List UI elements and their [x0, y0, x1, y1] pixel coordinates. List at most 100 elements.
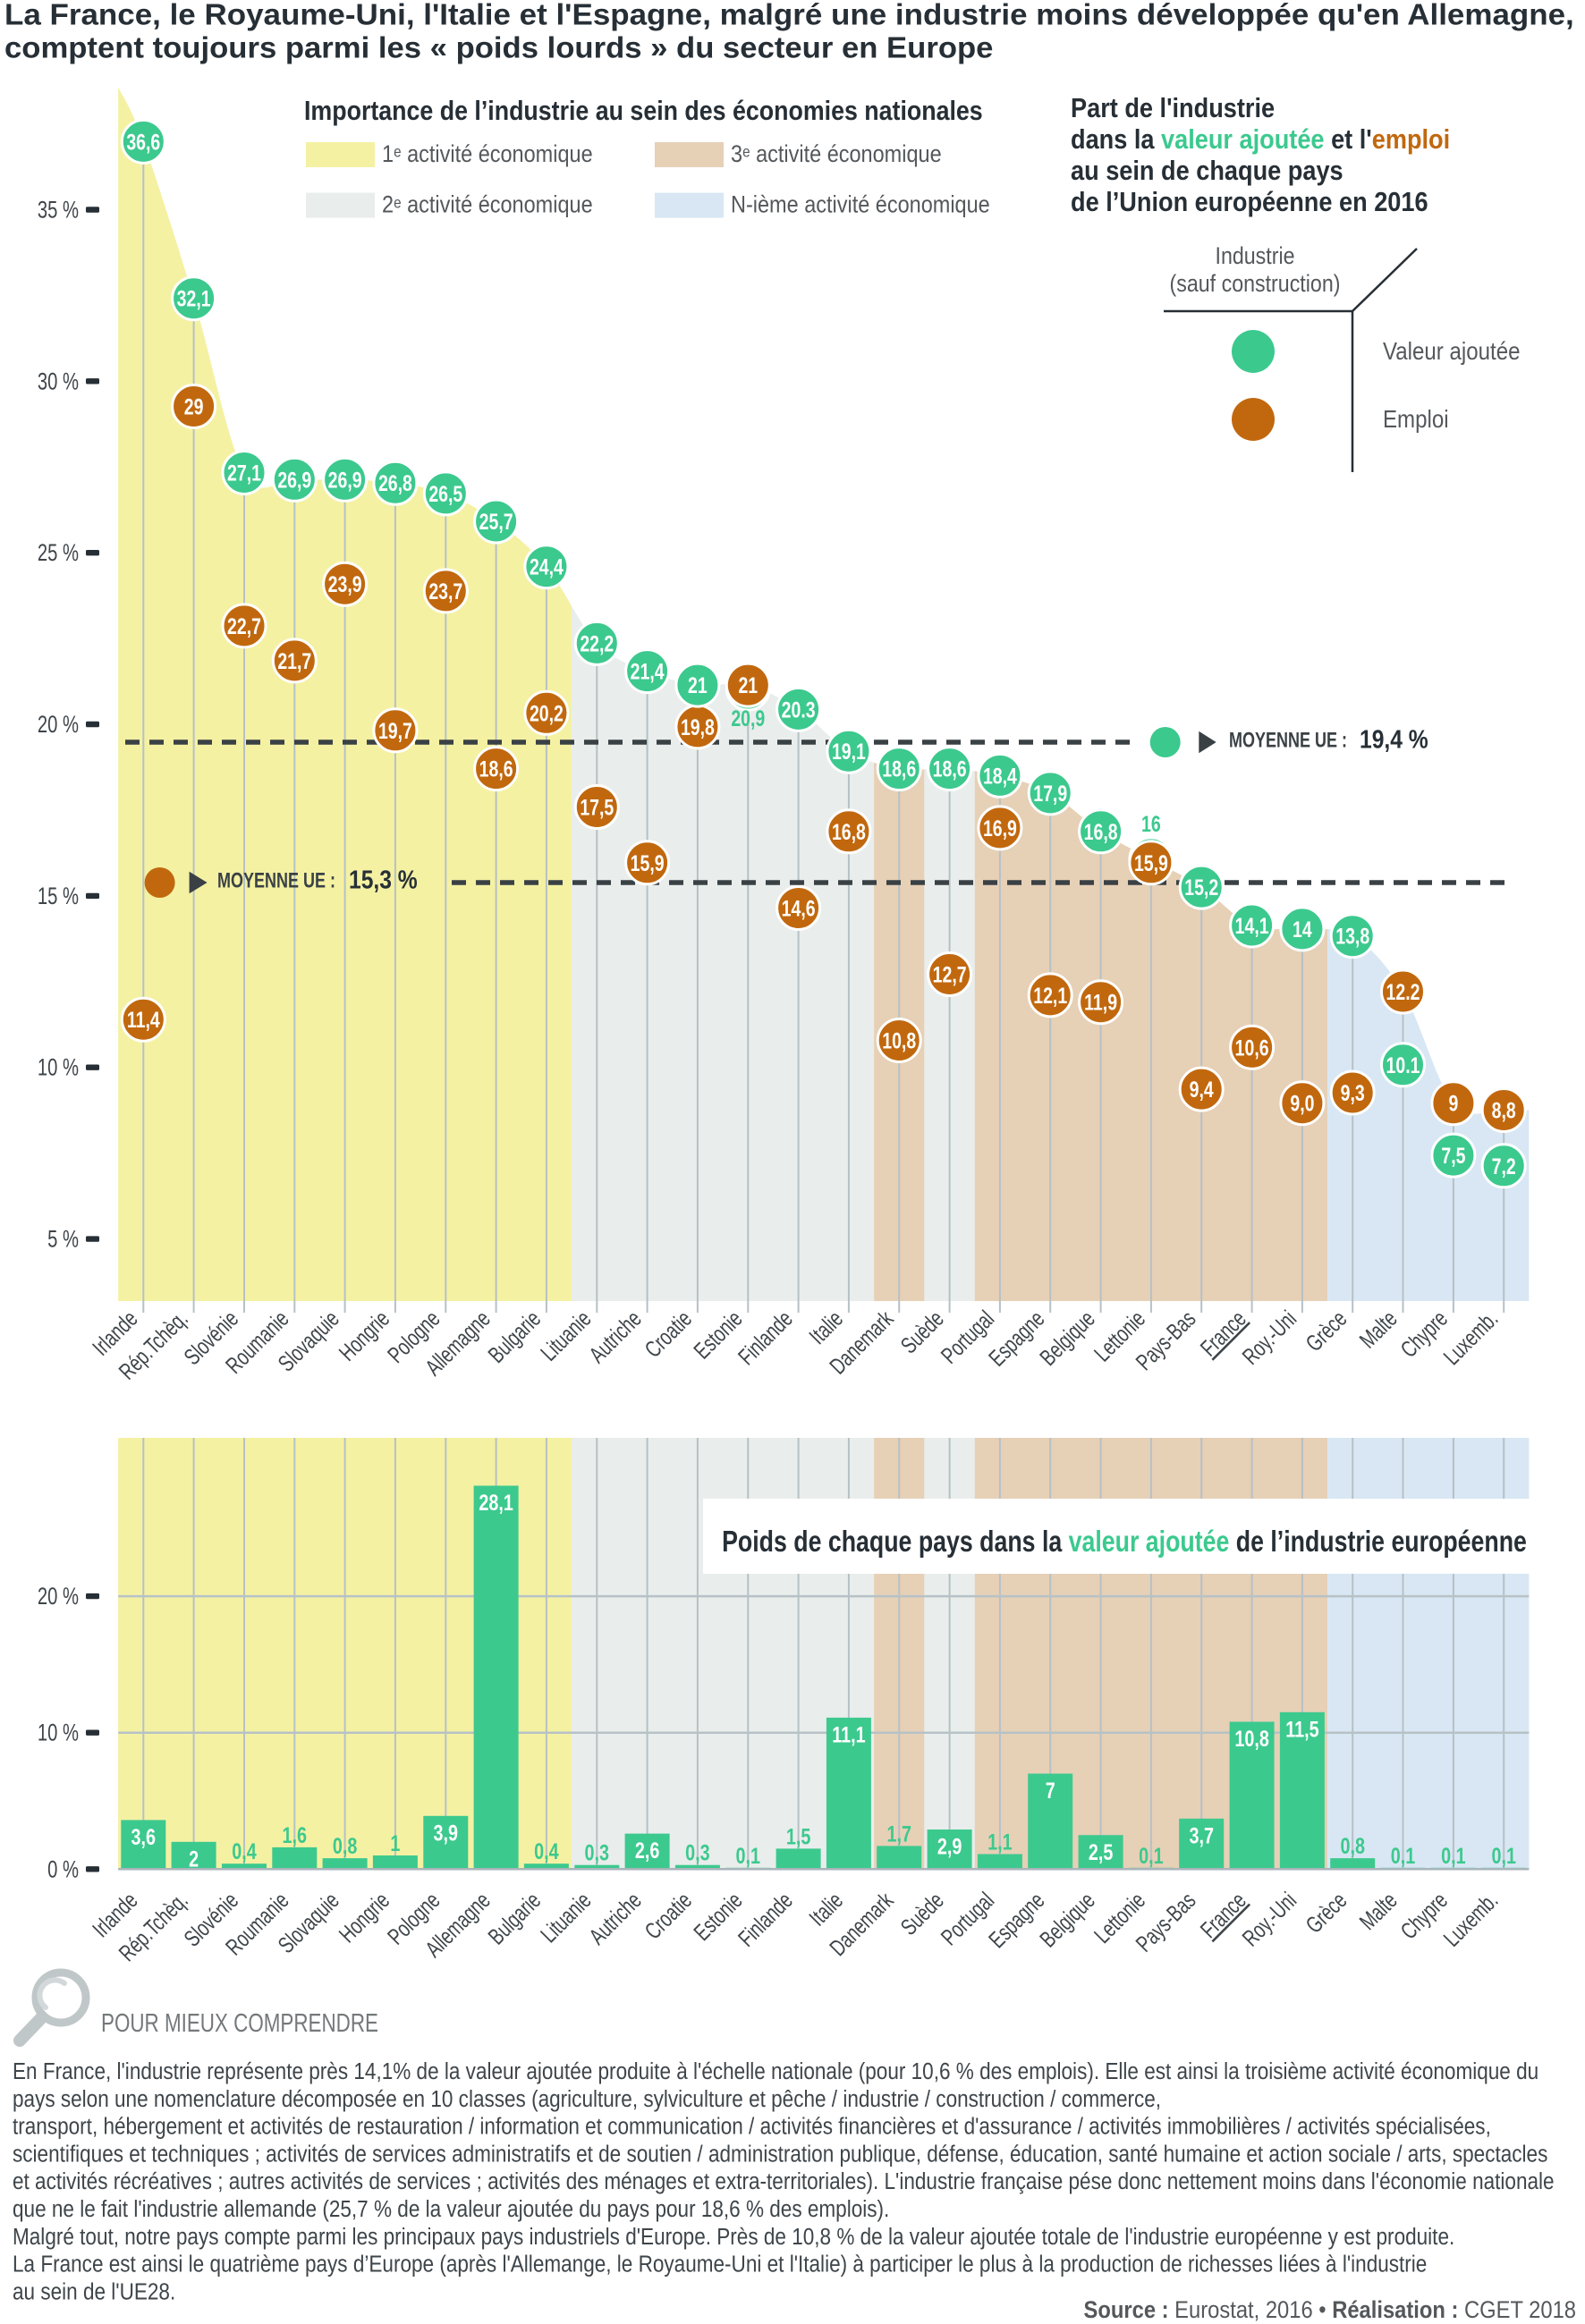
svg-text:35 %: 35 %: [38, 197, 79, 224]
svg-text:25,7: 25,7: [479, 510, 513, 535]
svg-text:La France est ainsi le quatriè: La France est ainsi le quatrième pays d’…: [13, 2252, 1427, 2278]
svg-text:15,3 %: 15,3 %: [349, 866, 418, 894]
svg-text:Finlande: Finlande: [733, 1306, 797, 1370]
svg-text:(sauf construction): (sauf construction): [1170, 270, 1341, 297]
svg-text:1,1: 1,1: [987, 1829, 1012, 1855]
svg-text:25 %: 25 %: [38, 539, 79, 567]
svg-text:14: 14: [1293, 917, 1312, 942]
svg-text:Malte: Malte: [1354, 1306, 1403, 1354]
svg-text:20 %: 20 %: [38, 711, 79, 739]
svg-text:Croatie: Croatie: [640, 1306, 697, 1363]
svg-text:20,9: 20,9: [731, 706, 765, 731]
svg-text:22,7: 22,7: [227, 614, 261, 639]
svg-text:Emploi: Emploi: [1383, 404, 1449, 433]
svg-text:0,8: 0,8: [1340, 1833, 1364, 1859]
svg-text:7,5: 7,5: [1441, 1144, 1465, 1169]
svg-text:MOYENNE UE :: MOYENNE UE :: [217, 869, 335, 892]
svg-text:9,0: 9,0: [1290, 1091, 1314, 1116]
svg-text:au sein de chaque pays: au sein de chaque pays: [1071, 156, 1343, 187]
svg-text:La France, le Royaume-Uni, l'I: La France, le Royaume-Uni, l'Italie et l…: [4, 0, 1574, 31]
svg-text:7,2: 7,2: [1492, 1154, 1516, 1179]
svg-text:3,7: 3,7: [1189, 1822, 1213, 1848]
svg-text:28,1: 28,1: [479, 1490, 513, 1516]
svg-text:de l’Union européenne en 2016: de l’Union européenne en 2016: [1071, 188, 1428, 218]
svg-text:24,4: 24,4: [530, 554, 564, 579]
svg-text:Belgique: Belgique: [1034, 1306, 1099, 1371]
svg-text:au sein de l'UE28.: au sein de l'UE28.: [13, 2279, 175, 2305]
svg-text:3,6: 3,6: [131, 1824, 156, 1850]
svg-text:23,9: 23,9: [328, 572, 362, 597]
svg-text:Croatie: Croatie: [640, 1887, 697, 1944]
svg-text:0,3: 0,3: [685, 1839, 709, 1865]
svg-text:Part de l'industrie: Part de l'industrie: [1071, 94, 1275, 124]
svg-text:13,8: 13,8: [1335, 924, 1369, 949]
svg-text:0,1: 0,1: [1391, 1842, 1415, 1868]
svg-text:0,4: 0,4: [232, 1838, 257, 1864]
svg-text:23,7: 23,7: [428, 579, 462, 604]
svg-text:10 %: 10 %: [38, 1054, 79, 1082]
svg-text:2: 2: [189, 1846, 199, 1872]
svg-text:19,4 %: 19,4 %: [1360, 725, 1428, 754]
svg-text:3,9: 3,9: [434, 1820, 458, 1846]
svg-text:12.2: 12.2: [1386, 980, 1420, 1005]
svg-text:26,9: 26,9: [277, 468, 311, 493]
svg-text:11,9: 11,9: [1084, 990, 1117, 1015]
svg-text:Autriche: Autriche: [583, 1887, 646, 1949]
svg-text:Luxemb.: Luxemb.: [1438, 1887, 1503, 1951]
svg-text:15 %: 15 %: [38, 883, 79, 910]
svg-text:26,5: 26,5: [428, 482, 462, 507]
svg-text:30 %: 30 %: [38, 368, 79, 396]
svg-text:16,8: 16,8: [832, 819, 866, 844]
svg-text:Importance de l’industrie au s: Importance de l’industrie au sein des éc…: [304, 96, 983, 126]
svg-text:0,4: 0,4: [534, 1838, 559, 1864]
svg-text:16,8: 16,8: [1084, 819, 1118, 844]
svg-text:19,1: 19,1: [832, 739, 866, 765]
svg-text:1: 1: [390, 1830, 400, 1856]
svg-text:10,8: 10,8: [1234, 1726, 1268, 1752]
svg-text:11,4: 11,4: [127, 1008, 160, 1033]
svg-text:10,6: 10,6: [1235, 1035, 1269, 1061]
svg-text:21,4: 21,4: [631, 659, 665, 684]
svg-text:16,9: 16,9: [983, 816, 1017, 841]
svg-text:10,8: 10,8: [882, 1028, 916, 1053]
svg-text:N-ième activité économique: N-ième activité économique: [731, 191, 990, 218]
svg-text:1,7: 1,7: [886, 1821, 911, 1847]
svg-text:Industrie: Industrie: [1215, 242, 1294, 269]
svg-text:12,7: 12,7: [933, 962, 967, 987]
svg-text:5 %: 5 %: [47, 1226, 79, 1254]
svg-text:10 %: 10 %: [38, 1720, 79, 1747]
svg-text:15,9: 15,9: [1134, 850, 1168, 875]
svg-text:21,7: 21,7: [277, 649, 311, 674]
svg-text:20,2: 20,2: [530, 701, 564, 726]
svg-text:MOYENNE UE :: MOYENNE UE :: [1229, 729, 1347, 752]
svg-text:Luxemb.: Luxemb.: [1438, 1306, 1503, 1370]
svg-text:18,4: 18,4: [983, 764, 1017, 789]
svg-text:7: 7: [1046, 1778, 1055, 1804]
svg-text:Malgré tout, notre pays compte: Malgré tout, notre pays compte parmi les…: [13, 2224, 1454, 2250]
svg-text:2,9: 2,9: [937, 1833, 962, 1859]
svg-text:18,6: 18,6: [933, 756, 967, 782]
svg-text:21: 21: [688, 673, 708, 698]
svg-text:21: 21: [738, 673, 758, 698]
svg-text:0,1: 0,1: [1491, 1842, 1515, 1868]
svg-text:0,1: 0,1: [1441, 1842, 1465, 1868]
svg-text:scientifiques et techniques ;: scientifiques et techniques ; activités …: [13, 2142, 1547, 2168]
svg-text:3e activité économique: 3e activité économique: [731, 141, 942, 168]
svg-text:15,2: 15,2: [1184, 875, 1218, 900]
svg-text:20.3: 20.3: [782, 697, 816, 723]
svg-text:Roy.-Uni: Roy.-Uni: [1237, 1887, 1301, 1951]
svg-text:18,6: 18,6: [882, 756, 916, 782]
svg-text:Poids de chaque pays dans la v: Poids de chaque pays dans la valeur ajou…: [722, 1525, 1527, 1558]
svg-text:29: 29: [184, 394, 204, 419]
svg-text:Valeur ajoutée: Valeur ajoutée: [1383, 336, 1520, 365]
svg-text:Lituanie: Lituanie: [535, 1306, 596, 1366]
svg-text:14,1: 14,1: [1235, 914, 1269, 939]
svg-text:2,6: 2,6: [635, 1838, 659, 1863]
svg-text:22,2: 22,2: [580, 631, 614, 656]
svg-text:15,9: 15,9: [631, 850, 665, 875]
svg-text:1,6: 1,6: [283, 1822, 307, 1848]
svg-text:POUR MIEUX COMPRENDRE: POUR MIEUX COMPRENDRE: [101, 2009, 378, 2037]
svg-text:1,5: 1,5: [786, 1823, 810, 1849]
svg-text:2e activité économique: 2e activité économique: [382, 191, 593, 218]
svg-text:19,7: 19,7: [378, 718, 412, 743]
